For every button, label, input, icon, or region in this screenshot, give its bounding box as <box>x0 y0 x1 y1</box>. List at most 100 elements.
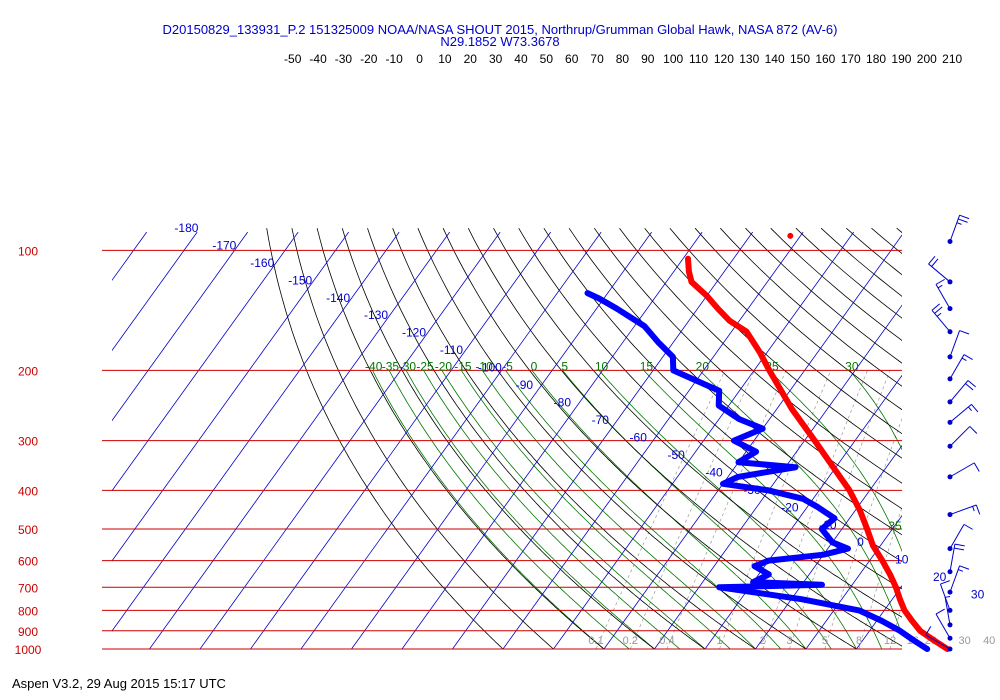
isotherm-label: -110 <box>440 343 463 357</box>
wind-barb-flag <box>969 426 978 434</box>
wind-barb-flag <box>963 523 973 530</box>
isotherm-label: -60 <box>630 430 648 444</box>
isotherm-line <box>112 231 198 352</box>
wind-barb-flag <box>954 547 965 551</box>
pressure-label: 900 <box>18 625 38 639</box>
moist-adiabat-label: 30 <box>845 360 859 374</box>
wind-barb-flag <box>963 354 973 360</box>
wind-barb-staff <box>949 330 961 358</box>
moist-adiabat-label: 35 <box>888 519 902 533</box>
mixing-ratio-label: 5 <box>822 635 828 647</box>
wind-barb-flag <box>965 383 974 391</box>
theta-label: -20 <box>360 52 378 66</box>
moist-adiabat-label: -15 <box>454 360 472 374</box>
temperature-outlier-point <box>787 232 794 239</box>
theta-label: 210 <box>942 52 962 66</box>
dry-adiabat-line <box>266 228 504 649</box>
dry-adiabat-line <box>568 227 902 536</box>
dry-adiabat-line <box>871 227 902 255</box>
wind-barb-staff <box>931 309 951 333</box>
theta-label: 110 <box>689 52 708 66</box>
theta-label: 30 <box>489 52 503 66</box>
isotherm-line <box>805 514 902 649</box>
isotherm-label: 0 <box>857 535 864 549</box>
dry-adiabat-line <box>669 227 902 435</box>
wind-barb-flag <box>931 303 940 311</box>
dry-adiabat-line <box>467 228 902 647</box>
mixing-ratio-label: 1 <box>716 635 722 647</box>
chart-location: N29.1852 W73.3678 <box>440 34 559 49</box>
moist-adiabat-label: -5 <box>502 360 513 374</box>
isotherm-label: -40 <box>705 465 723 479</box>
moist-adiabat-label: 15 <box>640 360 654 374</box>
dewpoint-line <box>584 290 931 652</box>
dry-adiabat-line <box>972 228 1000 649</box>
isotherm-label: -100 <box>478 361 502 375</box>
pressure-label: 800 <box>18 604 38 618</box>
footer-software: Aspen V3.2, 29 Aug 2015 15:17 UTC <box>12 676 226 691</box>
pressure-label: 200 <box>18 364 38 378</box>
dry-adiabat-line <box>694 227 902 411</box>
moist-adiabat-label: -25 <box>416 360 434 374</box>
pressure-label: 500 <box>18 523 38 537</box>
wind-barb-flag <box>940 580 950 585</box>
wind-barb <box>947 403 979 425</box>
temperature-line <box>685 255 951 652</box>
isotherm-label: 20 <box>933 570 947 584</box>
wind-barb-staff <box>949 524 965 549</box>
pressure-label: 700 <box>18 581 38 595</box>
moist-adiabat-label: -20 <box>435 360 453 374</box>
theta-label: 190 <box>891 52 911 66</box>
dry-adiabat-line <box>367 228 706 649</box>
wind-barb <box>935 608 953 641</box>
theta-label: 100 <box>663 52 683 66</box>
isotherm-label: -90 <box>516 378 534 392</box>
theta-label: 170 <box>841 52 861 66</box>
dry-adiabat-line <box>896 227 902 234</box>
dry-adiabat-line <box>316 228 605 649</box>
mixing-ratio-line <box>629 370 755 649</box>
wind-barb-staff <box>944 597 951 625</box>
pressure-label: 600 <box>18 555 38 569</box>
wind-barb <box>947 523 973 552</box>
theta-label: 80 <box>616 52 630 66</box>
dewpoint-profile <box>584 290 931 652</box>
wind-barb-flag <box>973 462 980 472</box>
pressure-label: 1000 <box>15 643 42 657</box>
wind-barb <box>947 426 978 449</box>
wind-barb-flag <box>935 278 945 285</box>
theta-label: -40 <box>309 52 327 66</box>
wind-barb <box>947 214 970 244</box>
wind-barb-flag <box>959 565 970 570</box>
mixing-ratio-line <box>931 370 1000 649</box>
isotherm-line <box>958 232 1000 649</box>
wind-barb-flag <box>934 306 943 314</box>
moist-adiabat-line <box>505 370 782 649</box>
moist-adiabat-line <box>481 370 756 649</box>
theta-label: -10 <box>386 52 404 66</box>
mixing-ratio-label: 40 <box>983 635 995 647</box>
dry-adiabat-line <box>291 228 554 649</box>
wind-barb <box>925 626 953 652</box>
moist-adiabat-label: -35 <box>382 360 400 374</box>
wind-barb <box>947 462 980 480</box>
wind-barb-staff <box>949 462 975 478</box>
moist-adiabat-line <box>531 370 807 649</box>
wind-barb-flag <box>945 595 951 598</box>
theta-label: 200 <box>917 52 937 66</box>
moist-adiabat-label: 0 <box>531 360 538 374</box>
dry-adiabat-line <box>922 228 1000 649</box>
chart-title: D20150829_133931_P.2 151325009 NOAA/NASA… <box>163 22 838 37</box>
wind-barb <box>944 595 953 628</box>
isotherm-label: -20 <box>781 500 799 514</box>
wind-barb <box>935 278 953 312</box>
wind-barb-staff <box>949 380 969 403</box>
dry-adiabat-line <box>593 227 902 510</box>
moist-adiabat-label: 5 <box>561 360 568 374</box>
isotherm-label: -150 <box>288 273 312 287</box>
wind-barb-flag <box>956 222 962 225</box>
wind-barb-flag <box>972 506 975 512</box>
pressure-label: 400 <box>18 484 38 498</box>
wind-barb-flag <box>958 569 964 572</box>
